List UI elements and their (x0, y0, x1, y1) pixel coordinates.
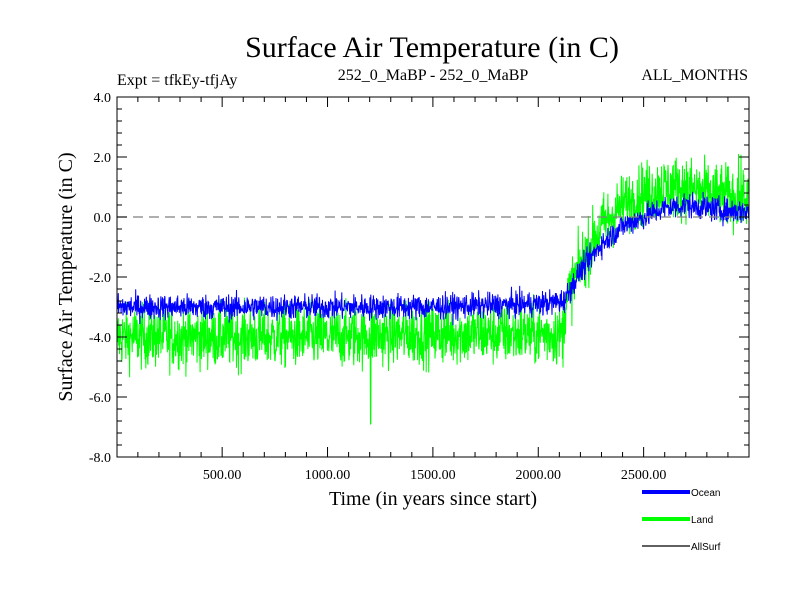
legend-label-ocean: Ocean (691, 488, 720, 499)
y-tick-label: 0.0 (94, 211, 112, 226)
series-line-land (117, 153, 749, 425)
chart-title: Surface Air Temperature (in C) (245, 31, 619, 64)
subtitle-left: Expt = tfkEy-tfjAy (117, 72, 237, 89)
legend: Ocean Land AllSurf (642, 488, 721, 553)
axis-ticks: 500.00 1000.00 1500.00 2000.00 2500.00 4.0 2.0… (89, 91, 749, 483)
series-line-ocean (117, 191, 749, 326)
y-tick-label: -6.0 (89, 391, 111, 406)
x-tick-label: 2500.00 (621, 468, 667, 483)
y-tick-label: -2.0 (89, 271, 111, 286)
subtitle-center: 252_0_MaBP - 252_0_MaBP (338, 67, 529, 84)
legend-label-allsurf: AllSurf (691, 542, 721, 553)
x-tick-label: 500.00 (203, 468, 242, 483)
y-tick-label: 4.0 (94, 91, 112, 106)
series-layer (117, 153, 749, 425)
x-tick-label: 1500.00 (410, 468, 456, 483)
y-tick-label: -8.0 (89, 451, 111, 466)
x-tick-label: 1000.00 (305, 468, 351, 483)
y-axis-label: Surface Air Temperature (in C) (55, 152, 77, 401)
x-axis-label: Time (in years since start) (329, 488, 537, 510)
y-tick-label: -4.0 (89, 331, 111, 346)
subtitle-right: ALL_MONTHS (641, 67, 748, 84)
x-tick-label: 2000.00 (516, 468, 562, 483)
legend-label-land: Land (691, 515, 713, 526)
y-tick-label: 2.0 (94, 151, 112, 166)
